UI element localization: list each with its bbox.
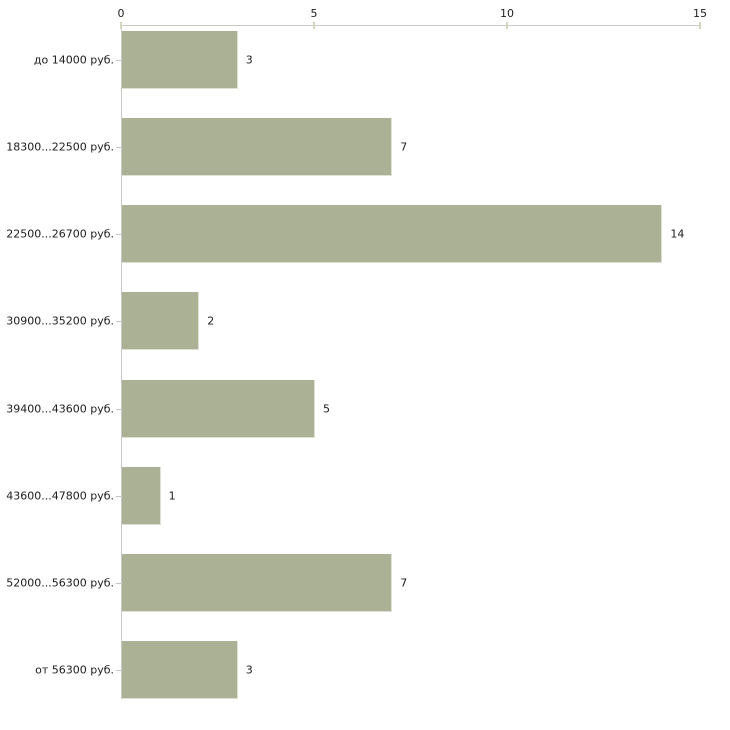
- category-label: 30900...35200 руб.: [6, 314, 114, 328]
- category-label: 22500...26700 руб.: [6, 227, 114, 241]
- category-tick-mark: [116, 409, 121, 410]
- bar-7: [122, 641, 238, 700]
- bar-0: [122, 31, 238, 89]
- category-label: 43600...47800 руб.: [6, 489, 114, 503]
- x-tick-label: 10: [500, 7, 514, 20]
- category-label: 18300...22500 руб.: [6, 140, 114, 154]
- category-tick-mark: [116, 496, 121, 497]
- x-tick-label: 15: [693, 7, 707, 20]
- bar-4: [122, 379, 315, 438]
- category-label: до 14000 руб.: [33, 53, 114, 67]
- category-tick-mark: [116, 670, 121, 671]
- x-tick-label: 0: [117, 7, 125, 20]
- category-tick-mark: [116, 147, 121, 148]
- category-label: 39400...43600 руб.: [6, 402, 114, 416]
- category-tick-mark: [116, 234, 121, 235]
- x-tick-label: 5: [310, 7, 318, 20]
- value-label: 3: [245, 53, 253, 67]
- value-label: 7: [400, 140, 408, 154]
- bar-5: [122, 466, 161, 525]
- value-label: 1: [168, 489, 176, 503]
- bar-2: [122, 205, 663, 264]
- value-label: 7: [400, 576, 408, 590]
- value-label: 14: [670, 227, 685, 241]
- category-label: от 56300 руб.: [35, 663, 114, 677]
- y-axis-line: [121, 25, 122, 700]
- category-tick-mark: [116, 321, 121, 322]
- bar-1: [122, 118, 393, 177]
- value-label: 3: [245, 663, 253, 677]
- bar-6: [122, 553, 393, 612]
- category-label: 52000...56300 руб.: [6, 576, 114, 590]
- bar-3: [122, 292, 200, 351]
- category-tick-mark: [116, 583, 121, 584]
- x-tick-mark: [313, 22, 315, 29]
- category-tick-mark: [116, 60, 121, 61]
- value-label: 5: [323, 402, 330, 416]
- x-tick-mark: [699, 22, 701, 29]
- x-axis-line: [121, 25, 701, 26]
- x-tick-mark: [120, 22, 122, 29]
- x-tick-mark: [506, 22, 508, 29]
- value-label: 2: [207, 314, 215, 328]
